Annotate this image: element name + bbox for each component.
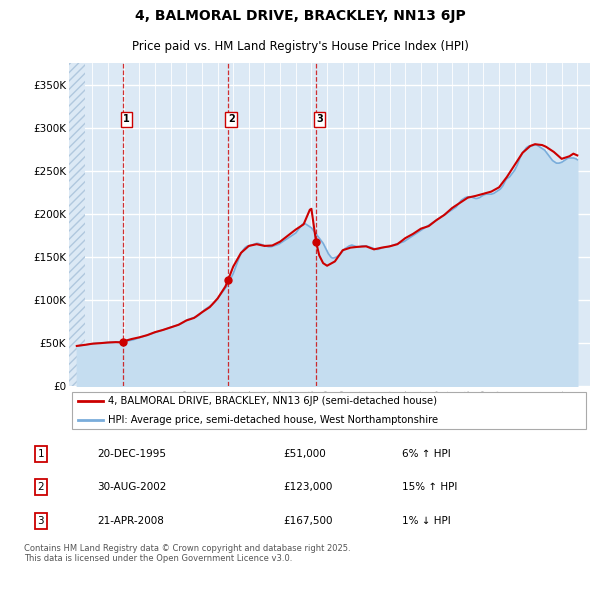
Text: 2: 2 [228,114,235,124]
Text: £167,500: £167,500 [283,516,333,526]
FancyBboxPatch shape [71,392,586,429]
Text: £123,000: £123,000 [283,483,333,492]
Text: 6% ↑ HPI: 6% ↑ HPI [402,449,451,459]
Text: 4, BALMORAL DRIVE, BRACKLEY, NN13 6JP (semi-detached house): 4, BALMORAL DRIVE, BRACKLEY, NN13 6JP (s… [108,396,437,407]
Text: 1: 1 [123,114,130,124]
Text: 20-DEC-1995: 20-DEC-1995 [97,449,166,459]
Text: 1: 1 [38,449,44,459]
Text: HPI: Average price, semi-detached house, West Northamptonshire: HPI: Average price, semi-detached house,… [108,415,438,425]
Text: 3: 3 [38,516,44,526]
Text: Contains HM Land Registry data © Crown copyright and database right 2025.
This d: Contains HM Land Registry data © Crown c… [24,544,350,563]
Text: 2: 2 [38,483,44,492]
Text: 21-APR-2008: 21-APR-2008 [97,516,164,526]
Text: 3: 3 [316,114,323,124]
Text: £51,000: £51,000 [283,449,326,459]
Bar [69,63,85,386]
Text: Price paid vs. HM Land Registry's House Price Index (HPI): Price paid vs. HM Land Registry's House … [131,40,469,53]
Text: 15% ↑ HPI: 15% ↑ HPI [402,483,457,492]
Text: 30-AUG-2002: 30-AUG-2002 [97,483,167,492]
Text: 1% ↓ HPI: 1% ↓ HPI [402,516,451,526]
Text: 4, BALMORAL DRIVE, BRACKLEY, NN13 6JP: 4, BALMORAL DRIVE, BRACKLEY, NN13 6JP [134,9,466,23]
